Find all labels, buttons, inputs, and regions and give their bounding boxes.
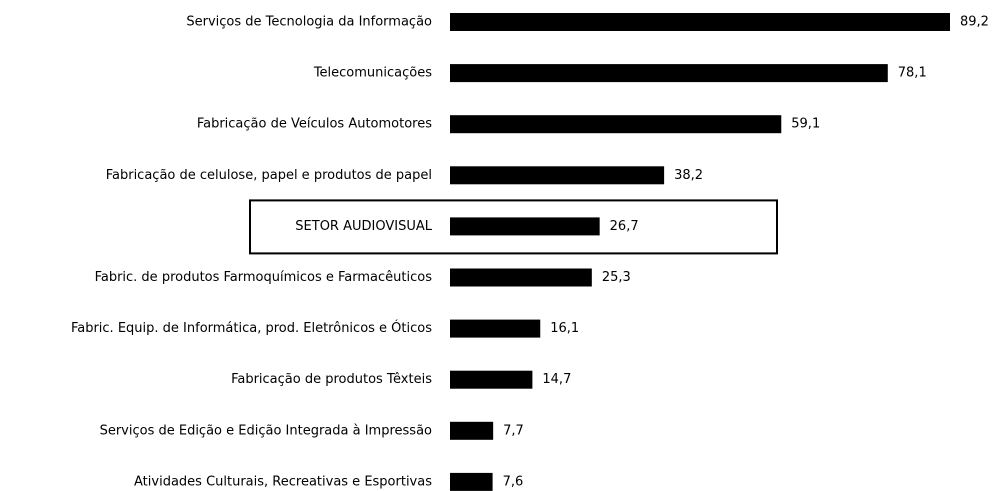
bar [450,268,592,287]
category-label: Fabric. de produtos Farmoquímicos e Farm… [95,270,433,285]
value-label: 25,3 [602,270,631,285]
bar [450,421,494,440]
bar [450,217,600,236]
value-label: 26,7 [610,219,639,234]
bar [450,472,493,491]
category-label: Fabric. Equip. de Informática, prod. Ele… [71,320,432,336]
bar [450,319,541,338]
bar [450,166,665,185]
bar [450,13,950,31]
bar [450,115,782,134]
value-label: 16,1 [550,321,579,336]
category-label: Atividades Culturais, Recreativas e Espo… [134,474,432,489]
value-label: 14,7 [542,372,571,387]
value-label: 59,1 [791,117,820,132]
category-label: Serviços de Edição e Edição Integrada à … [100,423,432,438]
value-label: 7,7 [503,423,524,438]
value-label: 78,1 [898,66,927,81]
bar [450,370,533,389]
value-label: 89,2 [960,15,989,30]
category-label: Telecomunicações [313,66,432,81]
category-label: Serviços de Tecnologia da Informação [186,15,432,30]
category-label: Fabricação de celulose, papel e produtos… [106,168,432,183]
highlight-box [249,199,778,255]
category-label: Fabricação de Veículos Automotores [197,117,432,132]
category-label: Fabricação de produtos Têxteis [231,372,432,387]
category-label: SETOR AUDIOVISUAL [295,219,432,234]
bar [450,64,888,83]
value-label: 7,6 [503,474,524,489]
value-label: 38,2 [674,168,703,183]
